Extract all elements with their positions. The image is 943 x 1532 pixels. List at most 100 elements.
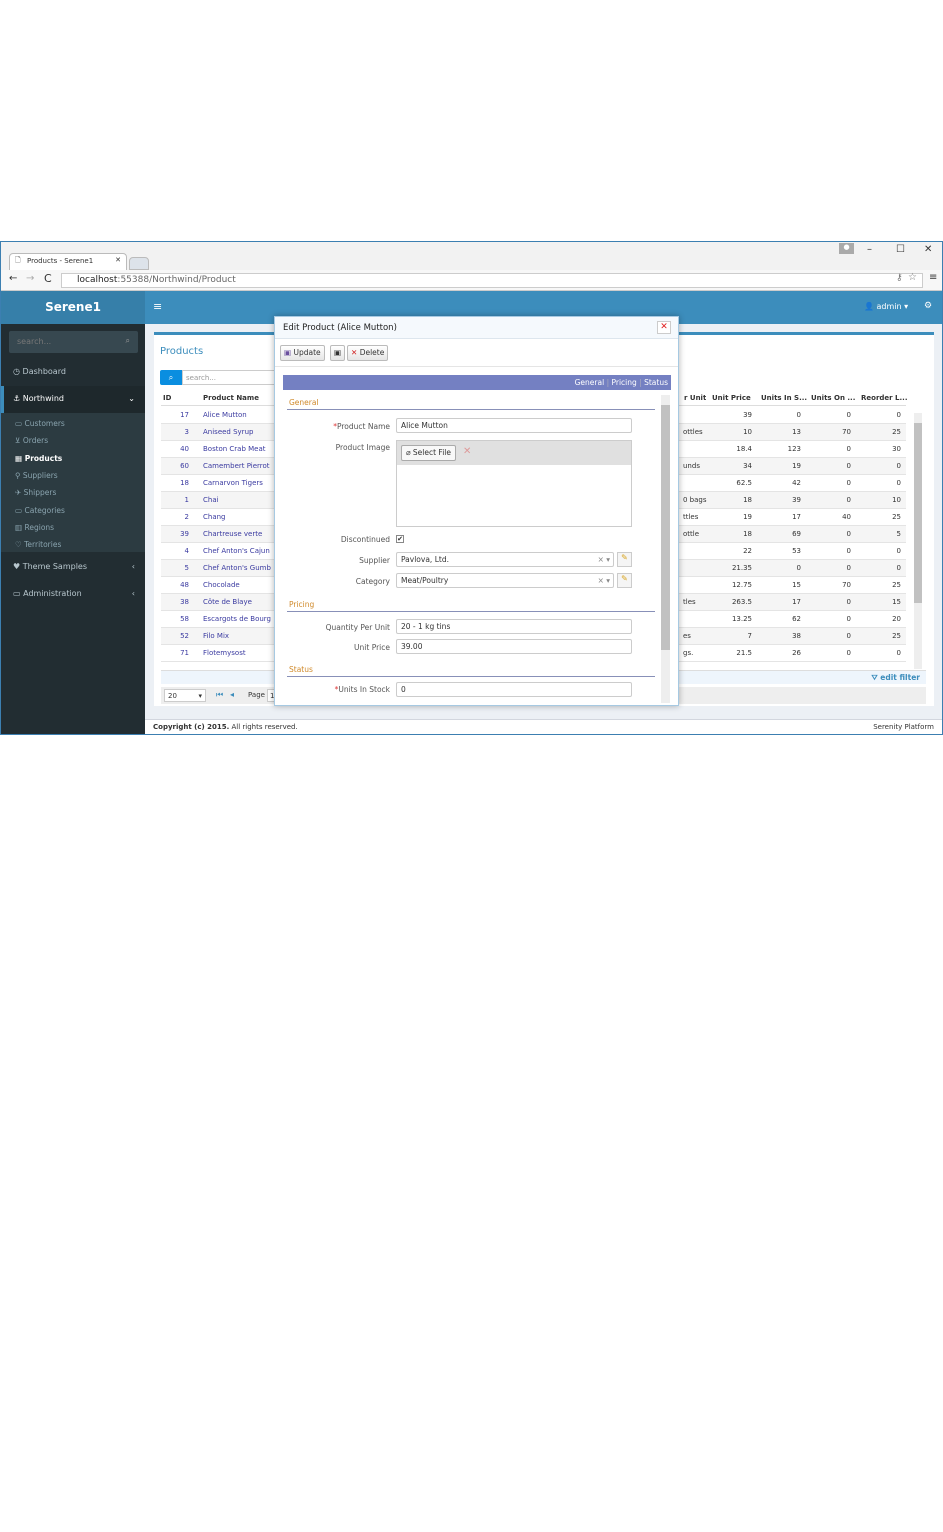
tab-title: Products - Serene1 — [27, 257, 94, 265]
product-name-input[interactable]: Alice Mutton — [396, 418, 632, 433]
select-file-button[interactable]: ⌀ Select File — [401, 445, 456, 461]
cell-price: 18 — [743, 496, 752, 504]
prev-page-icon[interactable]: ◂ — [230, 690, 235, 699]
cell-reorder: 0 — [896, 411, 901, 419]
sidebar-item-administration[interactable]: ▭ Administration ‹ — [13, 589, 135, 598]
cell-name[interactable]: Alice Mutton — [203, 411, 247, 419]
cell-stock: 0 — [796, 564, 801, 572]
sidebar-search[interactable]: search... ⌕ — [9, 331, 138, 353]
profile-icon[interactable]: ● — [839, 243, 854, 254]
reload-icon[interactable]: C — [44, 272, 52, 285]
back-icon[interactable]: ← — [9, 273, 18, 284]
col-quantity-per-unit[interactable]: r Unit — [684, 394, 707, 402]
update-button[interactable]: ▣ Update — [280, 345, 325, 361]
page-size-select[interactable]: 20 ▾ — [164, 689, 206, 702]
sidebar-item-territories[interactable]: ♡ Territories — [15, 540, 62, 549]
sidebar-toggle-icon[interactable]: ≡ — [153, 300, 163, 313]
sidebar-item-products[interactable]: ▦ Products — [15, 454, 63, 463]
dialog-titlebar[interactable]: Edit Product (Alice Mutton) ✕ — [275, 317, 678, 339]
first-page-icon[interactable]: ⏮ — [216, 690, 224, 699]
cell-reorder: 20 — [892, 615, 901, 623]
url-input[interactable]: localhost:55388/Northwind/Product — [61, 273, 923, 288]
close-window-button[interactable]: ✕ — [924, 244, 933, 255]
cell-name[interactable]: Escargots de Bourg — [203, 615, 272, 623]
col-units-on-order[interactable]: Units On ... — [811, 394, 856, 402]
tab-status[interactable]: Status — [644, 378, 668, 387]
edit-category-pencil-icon[interactable]: ✎ — [617, 573, 632, 588]
cell-name[interactable]: Chef Anton's Gumb — [203, 564, 271, 572]
cell-name[interactable]: Boston Crab Meat — [203, 445, 266, 453]
cell-name[interactable]: Camembert Pierrot — [203, 462, 270, 470]
cell-on-order: 0 — [846, 530, 851, 538]
settings-icon[interactable]: ⚙ — [924, 301, 933, 311]
cell-name[interactable]: Aniseed Syrup — [203, 428, 254, 436]
search-icon[interactable]: ⌕ — [160, 370, 182, 385]
cell-name[interactable]: Côte de Blaye — [203, 598, 252, 606]
quantity-per-unit-input[interactable]: 20 - 1 kg tins — [396, 619, 632, 634]
cell-name[interactable]: Chartreuse verte — [203, 530, 263, 538]
cell-on-order: 0 — [846, 547, 851, 555]
clear-image-icon[interactable]: ✕ — [463, 446, 472, 457]
category-select[interactable]: Meat/Poultry × ▾ — [396, 573, 614, 588]
sidebar-item-northwind[interactable]: ⚓ Northwind ⌄ — [1, 386, 145, 413]
delete-button[interactable]: ✕ Delete — [347, 345, 389, 361]
sidebar-item-regions[interactable]: ▥ Regions — [15, 523, 55, 532]
cell-id: 39 — [180, 530, 189, 538]
cell-stock: 0 — [796, 411, 801, 419]
units-in-stock-input[interactable]: 0 — [396, 682, 632, 697]
cell-name[interactable]: Flotemysost — [203, 649, 246, 657]
cell-name[interactable]: Chef Anton's Cajun — [203, 547, 270, 555]
sidebar-item-theme-samples[interactable]: ♥ Theme Samples ‹ — [13, 562, 135, 571]
col-product-name[interactable]: Product Name — [203, 394, 259, 402]
sidebar-item-customers[interactable]: ▭ Customers — [15, 419, 65, 428]
col-units-in-stock[interactable]: Units In S... — [761, 394, 808, 402]
grid-search-input[interactable]: search... — [182, 370, 282, 385]
supplier-select[interactable]: Pavlova, Ltd. × ▾ — [396, 552, 614, 567]
maximize-button[interactable]: ☐ — [896, 244, 905, 255]
key-icon[interactable]: ⚷ — [896, 273, 903, 283]
search-icon: ⌕ — [125, 336, 130, 345]
footer: Copyright (c) 2015. All rights reserved.… — [145, 719, 942, 734]
grid-scrollbar[interactable] — [914, 413, 922, 669]
cell-id: 52 — [180, 632, 189, 640]
cell-stock: 69 — [792, 530, 801, 538]
sidebar-item-dashboard[interactable]: ◷ Dashboard — [13, 367, 66, 376]
minimize-button[interactable]: – — [867, 244, 872, 255]
close-tab-icon[interactable]: ✕ — [115, 256, 121, 264]
menu-icon[interactable]: ≡ — [929, 272, 938, 283]
dialog-scrollbar[interactable] — [661, 395, 670, 703]
col-id[interactable]: ID — [163, 394, 172, 402]
cell-on-order: 0 — [846, 445, 851, 453]
sidebar-item-orders[interactable]: ⊻ Orders — [15, 436, 49, 445]
cell-name[interactable]: Chocolade — [203, 581, 240, 589]
sidebar-item-categories[interactable]: ▭ Categories — [15, 506, 65, 515]
cell-on-order: 70 — [842, 581, 851, 589]
cell-name[interactable]: Filo Mix — [203, 632, 230, 640]
unit-price-input[interactable]: 39.00 — [396, 639, 632, 654]
new-tab-button[interactable] — [129, 257, 149, 270]
cell-reorder: 15 — [892, 598, 901, 606]
forward-icon[interactable]: → — [26, 273, 35, 284]
discontinued-checkbox[interactable]: ✔ — [396, 535, 404, 543]
save-button[interactable]: ▣ — [330, 345, 346, 361]
user-menu[interactable]: 👤 admin ▾ — [864, 302, 909, 311]
sidebar-item-shippers[interactable]: ✈ Shippers — [15, 488, 57, 497]
edit-supplier-pencil-icon[interactable]: ✎ — [617, 552, 632, 567]
cell-name[interactable]: Chai — [203, 496, 219, 504]
tab-pricing[interactable]: Pricing — [611, 378, 637, 387]
sidebar-item-suppliers[interactable]: ⚲ Suppliers — [15, 471, 58, 480]
tab-general[interactable]: General — [574, 378, 605, 387]
section-pricing: Pricing — [289, 600, 315, 609]
cell-id: 71 — [180, 649, 189, 657]
cell-name[interactable]: Carnarvon Tigers — [203, 479, 263, 487]
edit-filter-link[interactable]: ⛛ edit filter — [871, 673, 920, 682]
col-reorder-level[interactable]: Reorder L... — [861, 394, 908, 402]
cell-price: 21.5 — [736, 649, 752, 657]
cell-id: 3 — [184, 428, 189, 436]
brand-logo[interactable]: Serene1 — [1, 291, 145, 324]
close-dialog-icon[interactable]: ✕ — [657, 321, 671, 334]
star-icon[interactable]: ☆ — [908, 272, 917, 283]
browser-tab[interactable]: 🗋 Products - Serene1 ✕ — [9, 253, 127, 270]
cell-name[interactable]: Chang — [203, 513, 226, 521]
col-unit-price[interactable]: Unit Price — [712, 394, 751, 402]
